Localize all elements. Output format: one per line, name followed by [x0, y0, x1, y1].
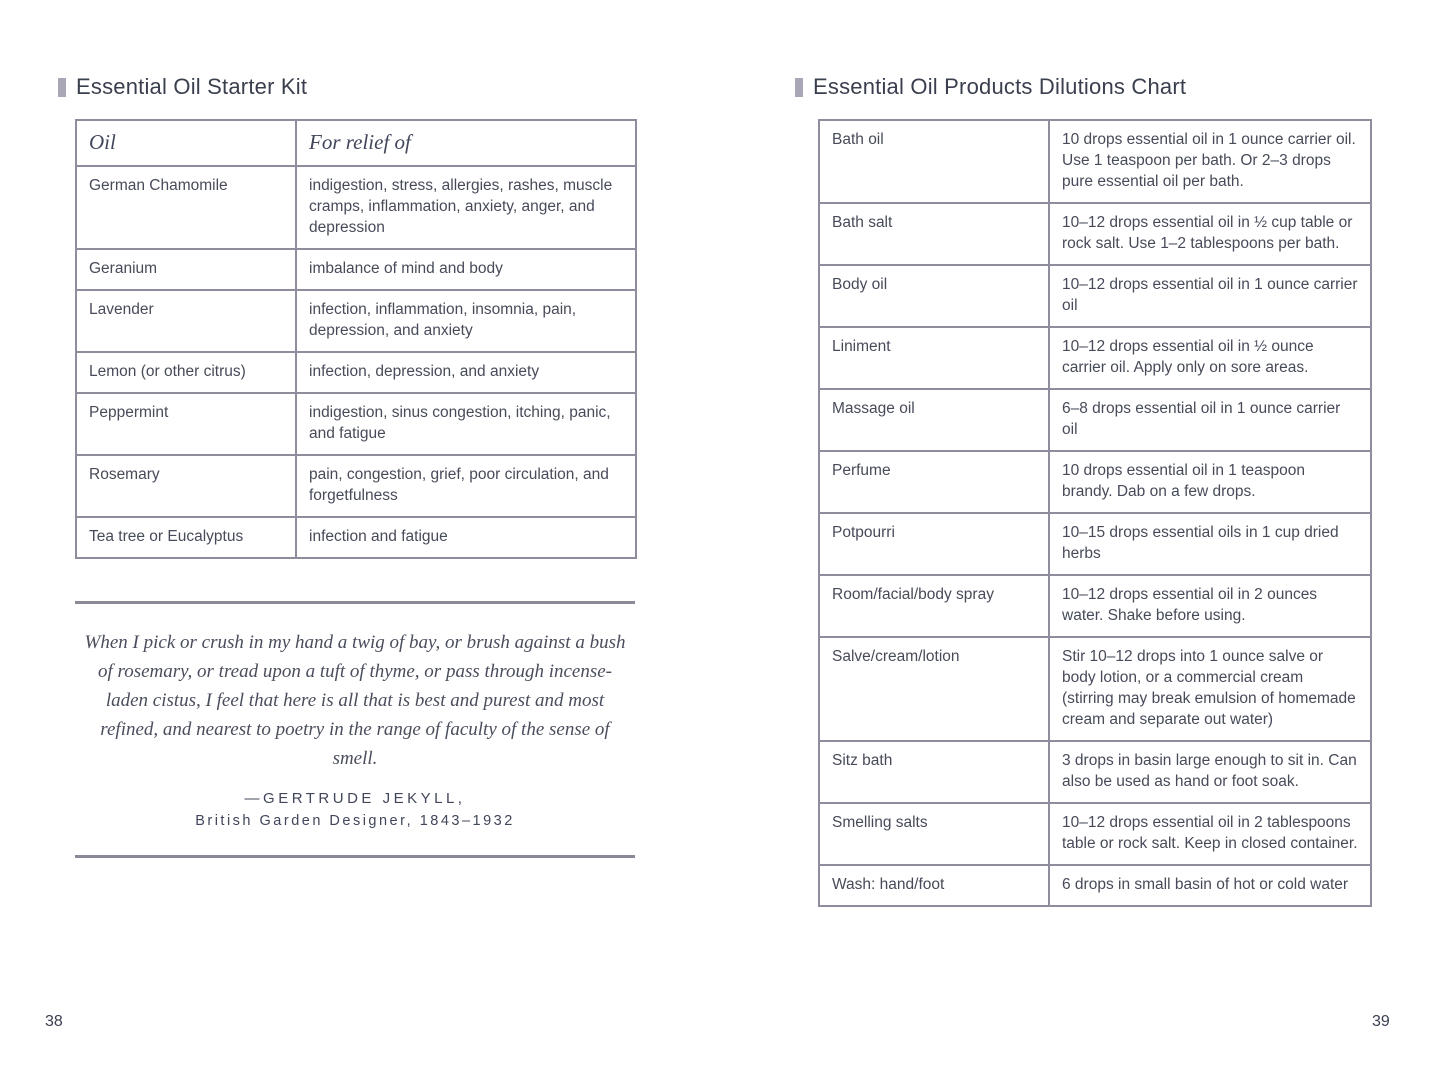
- starter-kit-table: Oil For relief of German Chamomile indige…: [75, 119, 637, 559]
- description-cell: infection, inflammation, insomnia, pain,…: [295, 289, 637, 353]
- description-cell: 10–12 drops essential oil in ½ ounce car…: [1048, 326, 1372, 390]
- description-cell: 10 drops essential oil in 1 ounce carrie…: [1048, 119, 1372, 204]
- item-cell: Perfume: [818, 450, 1050, 514]
- item-cell: German Chamomile: [75, 165, 297, 250]
- description-cell: 6–8 drops essential oil in 1 ounce carri…: [1048, 388, 1372, 452]
- description-cell: 10–12 drops essential oil in ½ cup table…: [1048, 202, 1372, 266]
- description-cell: 6 drops in small basin of hot or cold wa…: [1048, 864, 1372, 907]
- description-cell: imbalance of mind and body: [295, 248, 637, 291]
- description-cell: 10–12 drops essential oil in 2 tablespoo…: [1048, 802, 1372, 866]
- table-row: Rosemary pain, congestion, grief, poor ci…: [75, 454, 637, 518]
- dilutions-chart-table: Bath oil 10 drops essential oil in 1 ounc…: [818, 119, 1372, 907]
- table-row: Bath oil 10 drops essential oil in 1 ounc…: [818, 119, 1372, 204]
- item-cell: Smelling salts: [818, 802, 1050, 866]
- item-cell: Tea tree or Eucalyptus: [75, 516, 297, 559]
- table-row: Wash: hand/foot 6 drops in small basin of…: [818, 864, 1372, 907]
- page-number-left: 38: [45, 1013, 63, 1030]
- table-row: Lemon (or other citrus) infection, depres…: [75, 351, 637, 394]
- left-page-title: Essential Oil Starter Kit: [76, 74, 308, 99]
- item-cell: Rosemary: [75, 454, 297, 518]
- description-cell: infection, depression, and anxiety: [295, 351, 637, 394]
- description-cell: 10–12 drops essential oil in 1 ounce car…: [1048, 264, 1372, 328]
- table-row: Lavender infection, inflammation, insomni…: [75, 289, 637, 353]
- quote-block: When I pick or crush in my hand a twig o…: [75, 601, 635, 858]
- item-cell: Lemon (or other citrus): [75, 351, 297, 394]
- description-cell: infection and fatigue: [295, 516, 637, 559]
- item-cell: Massage oil: [818, 388, 1050, 452]
- item-cell: Potpourri: [818, 512, 1050, 576]
- item-cell: Wash: hand/foot: [818, 864, 1050, 907]
- item-cell: Body oil: [818, 264, 1050, 328]
- left-page-heading: Essential Oil Starter Kit: [58, 74, 635, 100]
- description-cell: 10 drops essential oil in 1 teaspoon bra…: [1048, 450, 1372, 514]
- table-row: Geranium imbalance of mind and body: [75, 248, 637, 291]
- table-row: Liniment 10–12 drops essential oil in ½ o…: [818, 326, 1372, 390]
- table-header-row: Oil For relief of: [75, 119, 637, 167]
- description-cell: pain, congestion, grief, poor circulatio…: [295, 454, 637, 518]
- right-page: Essential Oil Products Dilutions Chart B…: [795, 74, 1375, 907]
- item-cell: Geranium: [75, 248, 297, 291]
- description-cell: indigestion, sinus congestion, itching, …: [295, 392, 637, 456]
- item-cell: Bath salt: [818, 202, 1050, 266]
- item-cell: Liniment: [818, 326, 1050, 390]
- description-cell: 3 drops in basin large enough to sit in.…: [1048, 740, 1372, 804]
- table-row: Room/facial/body spray 10–12 drops essent…: [818, 574, 1372, 638]
- item-cell: Lavender: [75, 289, 297, 353]
- left-page: Essential Oil Starter Kit Oil For relief…: [58, 74, 637, 559]
- item-cell: Room/facial/body spray: [818, 574, 1050, 638]
- heading-marker-icon: [795, 77, 803, 97]
- table-row: Peppermint indigestion, sinus congestion,…: [75, 392, 637, 456]
- table-row: Potpourri 10–15 drops essential oils in 1…: [818, 512, 1372, 576]
- table-row: Salve/cream/lotion Stir 10–12 drops into …: [818, 636, 1372, 742]
- heading-marker-icon: [58, 77, 66, 97]
- item-cell: Bath oil: [818, 119, 1050, 204]
- table-row: Bath salt 10–12 drops essential oil in ½ …: [818, 202, 1372, 266]
- right-page-heading: Essential Oil Products Dilutions Chart: [795, 74, 1375, 100]
- quote-attribution: —GERTRUDE JEKYLL,: [244, 790, 466, 807]
- quote-text: When I pick or crush in my hand a twig o…: [84, 632, 626, 769]
- table-row: Tea tree or Eucalyptus infection and fati…: [75, 516, 637, 559]
- item-cell: Salve/cream/lotion: [818, 636, 1050, 742]
- table-row: Massage oil 6–8 drops essential oil in 1 …: [818, 388, 1372, 452]
- table-row: Body oil 10–12 drops essential oil in 1 o…: [818, 264, 1372, 328]
- page-number-right: 39: [1372, 1013, 1390, 1030]
- table-row: Sitz bath 3 drops in basin large enough t…: [818, 740, 1372, 804]
- table-row: Perfume 10 drops essential oil in 1 teasp…: [818, 450, 1372, 514]
- right-page-title: Essential Oil Products Dilutions Chart: [813, 74, 1187, 99]
- table-row: Smelling salts 10–12 drops essential oil …: [818, 802, 1372, 866]
- description-cell: 10–15 drops essential oils in 1 cup drie…: [1048, 512, 1372, 576]
- description-cell: 10–12 drops essential oil in 2 ounces wa…: [1048, 574, 1372, 638]
- description-cell: indigestion, stress, allergies, rashes, …: [295, 165, 637, 250]
- item-cell: Sitz bath: [818, 740, 1050, 804]
- table-row: German Chamomile indigestion, stress, all…: [75, 165, 637, 250]
- item-cell: Peppermint: [75, 392, 297, 456]
- description-cell: Stir 10–12 drops into 1 ounce salve or b…: [1048, 636, 1372, 742]
- quote-attribution-detail: British Garden Designer, 1843–1932: [195, 813, 515, 829]
- column-header-relief: For relief of: [295, 119, 637, 167]
- column-header-oil: Oil: [75, 119, 297, 167]
